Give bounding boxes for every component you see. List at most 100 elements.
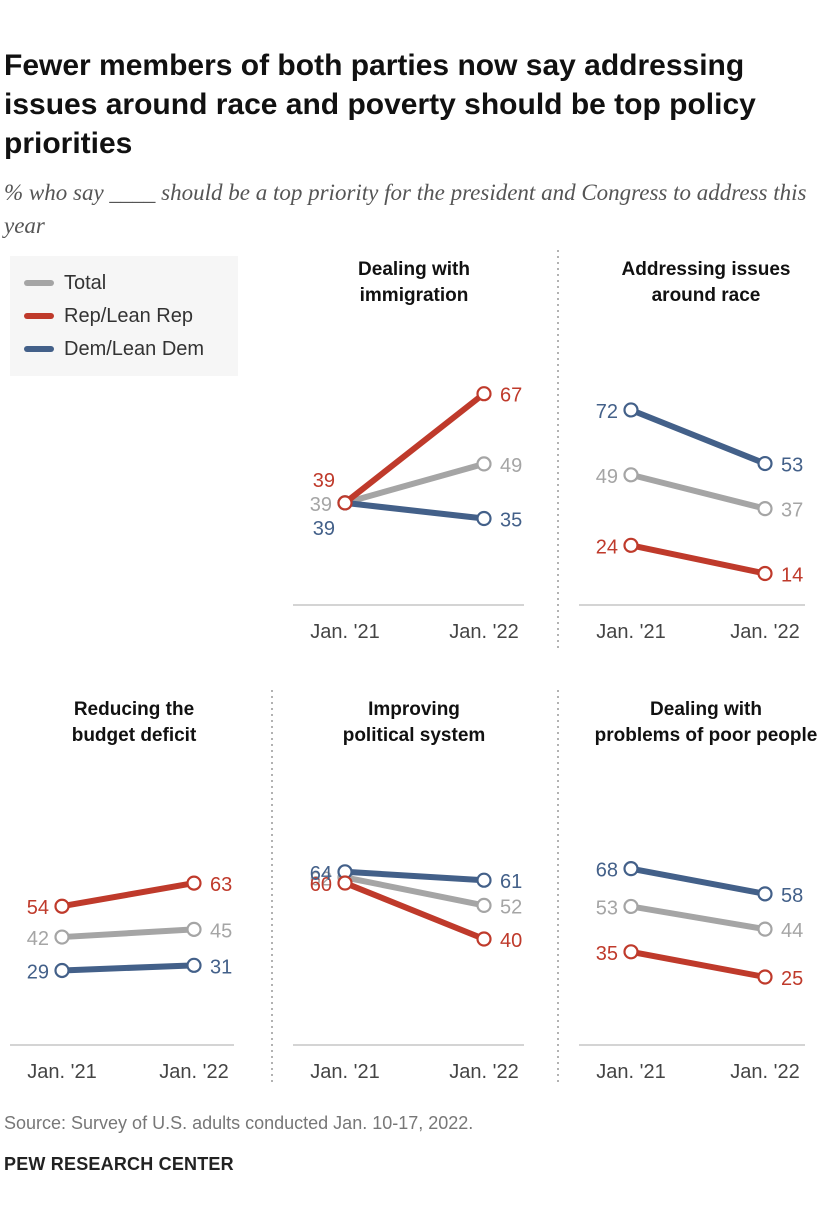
x-tick-label: Jan. '21 (27, 1061, 96, 1083)
panel-title: Addressing issues around race (622, 259, 791, 306)
panel-title-line-2: political system (343, 725, 486, 746)
data-label-dem-end: 53 (781, 455, 803, 477)
point-dem-end (186, 957, 202, 973)
data-label-rep-end: 14 (781, 565, 803, 587)
series-line-rep (342, 390, 487, 506)
panel-title-line-1: Addressing issues (622, 259, 791, 280)
point-total-end (476, 897, 492, 914)
point-rep-end (476, 386, 492, 402)
panel-title: Improving political system (343, 699, 486, 746)
series-line-total (342, 460, 487, 506)
legend-swatch-rep (24, 313, 54, 319)
data-label-dem-end: 58 (781, 885, 803, 907)
point-total-start (623, 467, 639, 483)
x-tick-label: Jan. '21 (310, 1061, 379, 1083)
panel-title-line-2: immigration (360, 285, 469, 306)
legend-label-rep: Rep/Lean Rep (64, 304, 193, 327)
data-label-total-start: 39 (310, 494, 332, 516)
point-rep-end (757, 969, 773, 985)
data-label-rep-start: 54 (27, 897, 49, 919)
panel-title-line-2: problems of poor people (595, 725, 818, 746)
data-label-dem-start: 29 (27, 961, 49, 983)
series-line-dem (628, 865, 768, 897)
point-dem-start (623, 861, 639, 877)
series-line-rep (628, 948, 768, 980)
data-label-total-end: 44 (781, 920, 803, 942)
legend-swatch-dem (24, 346, 54, 352)
panel-3: Improving political system Jan. '21 Jan. '2… (293, 699, 524, 1083)
point-dem-start (54, 962, 70, 979)
point-dem-start (623, 402, 639, 418)
point-total-end (476, 456, 492, 472)
source-note: Source: Survey of U.S. adults conducted … (4, 1113, 474, 1133)
point-rep-start (623, 537, 639, 553)
data-label-dem-start: 72 (596, 401, 618, 423)
x-tick-label: Jan. '21 (596, 1061, 665, 1083)
point-dem-end (476, 510, 492, 527)
data-label-total-end: 45 (210, 920, 232, 942)
series-line-rep (628, 542, 768, 577)
x-tick-label: Jan. '22 (730, 621, 799, 643)
panel-title: Dealing with immigration (358, 259, 470, 306)
chart-title: Fewer members of both parties now say ad… (4, 49, 756, 160)
point-rep-start (337, 875, 353, 891)
x-tick-label: Jan. '22 (159, 1061, 228, 1083)
small-multiples-chart: Dealing with immigration Jan. '21 Jan. '22 3… (10, 250, 817, 1085)
x-tick-label: Jan. '22 (449, 621, 518, 643)
legend-item-total: Total (24, 271, 106, 295)
data-label-total-start: 42 (27, 928, 49, 950)
series-line-dem (628, 406, 768, 467)
panel-1: Addressing issues around race Jan. '21 Jan.… (579, 259, 805, 643)
point-dem-end (476, 872, 492, 888)
series-line-dem (342, 499, 487, 522)
point-total-end (757, 501, 773, 517)
series-line-total (628, 903, 768, 933)
data-label-rep-start: 39 (313, 470, 335, 492)
point-rep-end (757, 565, 773, 582)
data-label-dem-end: 35 (500, 510, 522, 532)
x-tick-label: Jan. '21 (310, 621, 379, 643)
panel-title-line-1: Improving (368, 699, 460, 720)
panel-title-line-2: budget deficit (72, 725, 197, 746)
legend-item-rep: Rep/Lean Rep (24, 304, 193, 328)
panel-title: Reducing the budget deficit (72, 699, 197, 746)
data-label-rep-end: 67 (500, 385, 522, 407)
data-label-dem-end: 61 (500, 871, 522, 893)
data-label-rep-start: 24 (596, 536, 618, 558)
point-dem-end (757, 886, 773, 902)
x-tick-label: Jan. '22 (730, 1061, 799, 1083)
series-line-total (628, 471, 768, 512)
data-label-rep-end: 40 (500, 930, 522, 952)
data-label-rep-start: 35 (596, 943, 618, 965)
data-label-total-start: 62 (310, 868, 332, 890)
point-rep-start (54, 898, 70, 914)
legend-label-dem: Dem/Lean Dem (64, 337, 205, 360)
data-label-dem-end: 31 (210, 956, 232, 978)
legend-label-total: Total (64, 271, 107, 294)
data-label-total-start: 49 (596, 466, 618, 488)
point-rep-start (623, 944, 639, 960)
data-label-total-end: 37 (781, 500, 803, 522)
data-label-rep-start: 60 (310, 874, 332, 896)
panel-2: Reducing the budget deficit Jan. '21 Jan. '… (10, 699, 234, 1083)
data-label-total-start: 53 (596, 897, 618, 919)
x-tick-label: Jan. '22 (449, 1061, 518, 1083)
point-total-end (757, 921, 773, 937)
data-label-dem-start: 68 (596, 860, 618, 882)
point-rep-end (186, 875, 202, 891)
legend-swatch-total (24, 280, 54, 286)
data-label-dem-start: 64 (310, 863, 332, 885)
series-line-dem (342, 868, 487, 884)
data-label-rep-end: 25 (781, 968, 803, 990)
series-line-dem (59, 962, 197, 974)
point-total-end (186, 921, 202, 937)
series-line-rep (59, 880, 197, 910)
panel-title-line-1: Dealing with (358, 259, 470, 280)
panel-title-line-1: Reducing the (74, 699, 194, 720)
panel-title: Dealing with problems of poor people (595, 699, 818, 746)
x-tick-label: Jan. '21 (596, 621, 665, 643)
panel-4: Dealing with problems of poor people Jan. … (579, 699, 817, 1083)
point-rep-start (337, 495, 353, 511)
series-line-total (59, 926, 197, 941)
data-label-rep-end: 63 (210, 874, 232, 896)
